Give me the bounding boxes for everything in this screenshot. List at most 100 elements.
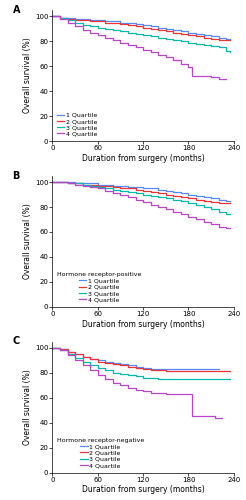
4 Quartile	[111, 37, 114, 43]
3 Quartile	[172, 376, 175, 382]
4 Quartile	[191, 73, 194, 79]
2 Quartile	[142, 24, 145, 30]
4 Quartile	[59, 179, 62, 185]
4 Quartile	[179, 391, 182, 397]
1 Quartile	[126, 184, 129, 190]
2 Quartile	[149, 189, 152, 195]
2 Quartile	[187, 196, 190, 202]
3 Quartile	[187, 376, 190, 382]
Line: 2 Quartile: 2 Quartile	[52, 182, 230, 204]
2 Quartile	[104, 360, 107, 366]
1 Quartile	[172, 27, 175, 33]
1 Quartile	[134, 364, 137, 370]
2 Quartile	[59, 14, 62, 20]
Line: 3 Quartile: 3 Quartile	[52, 16, 230, 52]
3 Quartile	[81, 22, 84, 28]
2 Quartile	[202, 34, 205, 40]
1 Quartile	[81, 180, 84, 186]
1 Quartile	[157, 24, 160, 30]
Legend: 1 Quartile, 2 Quartile, 3 Quartile, 4 Quartile: 1 Quartile, 2 Quartile, 3 Quartile, 4 Qu…	[56, 436, 145, 470]
4 Quartile	[74, 358, 77, 364]
4 Quartile	[202, 414, 205, 420]
3 Quartile	[81, 182, 84, 188]
4 Quartile	[66, 20, 69, 26]
1 Quartile	[225, 36, 228, 42]
2 Quartile	[157, 367, 160, 373]
1 Quartile	[134, 21, 137, 27]
2 Quartile	[96, 183, 99, 189]
2 Quartile	[59, 179, 62, 185]
3 Quartile	[111, 27, 114, 33]
2 Quartile	[195, 34, 198, 40]
3 Quartile	[51, 179, 54, 185]
Y-axis label: Overall survival (%): Overall survival (%)	[23, 38, 32, 114]
1 Quartile	[210, 366, 213, 372]
3 Quartile	[89, 24, 92, 30]
2 Quartile	[119, 21, 122, 27]
2 Quartile	[66, 348, 69, 354]
4 Quartile	[89, 30, 92, 36]
2 Quartile	[81, 182, 84, 188]
1 Quartile	[74, 351, 77, 357]
1 Quartile	[119, 361, 122, 367]
2 Quartile	[157, 190, 160, 196]
1 Quartile	[202, 366, 205, 372]
3 Quartile	[126, 372, 129, 378]
4 Quartile	[81, 27, 84, 33]
2 Quartile	[142, 188, 145, 194]
1 Quartile	[51, 14, 54, 20]
Line: 4 Quartile: 4 Quartile	[52, 348, 222, 418]
1 Quartile	[172, 366, 175, 372]
2 Quartile	[225, 37, 228, 43]
1 Quartile	[164, 366, 167, 372]
4 Quartile	[157, 204, 160, 210]
Line: 1 Quartile: 1 Quartile	[52, 348, 219, 369]
4 Quartile	[81, 183, 84, 189]
Text: B: B	[13, 170, 20, 180]
1 Quartile	[225, 198, 228, 204]
1 Quartile	[142, 186, 145, 192]
3 Quartile	[210, 206, 213, 212]
1 Quartile	[217, 196, 220, 202]
3 Quartile	[195, 41, 198, 47]
3 Quartile	[217, 209, 220, 215]
1 Quartile	[195, 31, 198, 37]
1 Quartile	[59, 179, 62, 185]
4 Quartile	[195, 216, 198, 222]
4 Quartile	[149, 390, 152, 396]
2 Quartile	[164, 368, 167, 374]
4 Quartile	[134, 196, 137, 202]
4 Quartile	[74, 24, 77, 30]
2 Quartile	[229, 368, 231, 374]
2 Quartile	[111, 361, 114, 367]
2 Quartile	[111, 20, 114, 26]
Line: 1 Quartile: 1 Quartile	[52, 182, 230, 201]
1 Quartile	[126, 362, 129, 368]
4 Quartile	[104, 376, 107, 382]
4 Quartile	[210, 74, 213, 80]
1 Quartile	[59, 346, 62, 352]
2 Quartile	[89, 18, 92, 24]
4 Quartile	[172, 391, 175, 397]
1 Quartile	[179, 28, 182, 34]
2 Quartile	[51, 345, 54, 351]
4 Quartile	[51, 179, 54, 185]
3 Quartile	[157, 194, 160, 200]
3 Quartile	[59, 348, 62, 354]
4 Quartile	[225, 76, 228, 82]
3 Quartile	[74, 20, 77, 26]
3 Quartile	[66, 17, 69, 23]
Line: 3 Quartile: 3 Quartile	[52, 348, 230, 379]
4 Quartile	[126, 42, 129, 48]
4 Quartile	[179, 60, 182, 66]
3 Quartile	[104, 186, 107, 192]
2 Quartile	[96, 358, 99, 364]
2 Quartile	[66, 180, 69, 186]
4 Quartile	[217, 224, 220, 230]
4 Quartile	[89, 367, 92, 373]
4 Quartile	[66, 180, 69, 186]
1 Quartile	[210, 196, 213, 202]
3 Quartile	[51, 345, 54, 351]
2 Quartile	[179, 368, 182, 374]
Y-axis label: Overall survival (%): Overall survival (%)	[23, 204, 32, 279]
